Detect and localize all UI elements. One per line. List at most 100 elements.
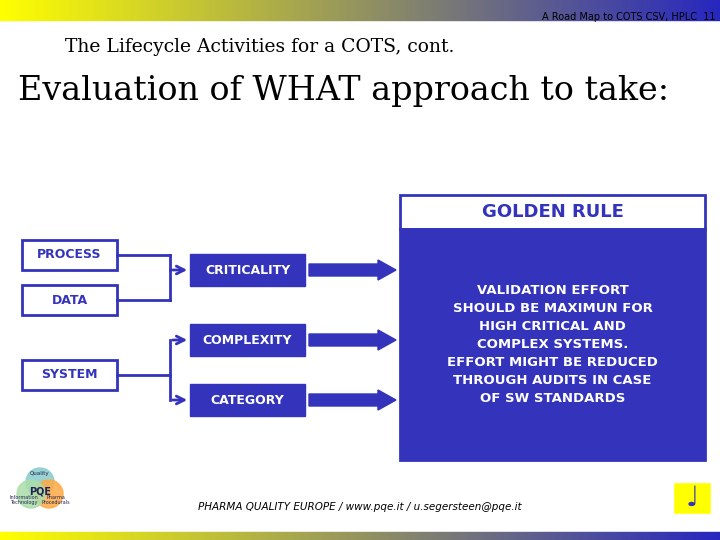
Bar: [526, 0, 528, 20]
Bar: [346, 532, 348, 540]
Bar: [132, 532, 135, 540]
Circle shape: [35, 480, 63, 508]
Bar: [405, 0, 408, 20]
Bar: [149, 0, 151, 20]
Text: COMPLEXITY: COMPLEXITY: [203, 334, 292, 347]
Bar: [271, 532, 274, 540]
Bar: [279, 0, 281, 20]
Bar: [65, 532, 67, 540]
Text: GOLDEN RULE: GOLDEN RULE: [482, 203, 624, 221]
Bar: [578, 0, 581, 20]
Bar: [293, 532, 295, 540]
Bar: [441, 532, 444, 540]
Bar: [513, 532, 516, 540]
Bar: [401, 0, 403, 20]
Bar: [540, 0, 542, 20]
Bar: [228, 532, 230, 540]
Bar: [531, 0, 533, 20]
Bar: [439, 0, 441, 20]
Circle shape: [17, 480, 45, 508]
Bar: [343, 0, 346, 20]
Bar: [358, 0, 360, 20]
Bar: [103, 532, 106, 540]
Bar: [549, 532, 552, 540]
Bar: [315, 532, 317, 540]
Bar: [639, 0, 641, 20]
Bar: [387, 0, 389, 20]
Bar: [225, 532, 228, 540]
Bar: [487, 532, 490, 540]
FancyBboxPatch shape: [190, 254, 305, 286]
Bar: [5, 0, 7, 20]
Bar: [351, 0, 353, 20]
Bar: [214, 0, 216, 20]
Bar: [149, 532, 151, 540]
Bar: [415, 532, 418, 540]
Bar: [144, 0, 146, 20]
Bar: [502, 0, 504, 20]
Bar: [142, 0, 144, 20]
Bar: [243, 0, 245, 20]
Bar: [667, 532, 670, 540]
Bar: [36, 532, 38, 540]
Bar: [387, 532, 389, 540]
Bar: [173, 532, 175, 540]
Bar: [711, 0, 713, 20]
Bar: [588, 532, 590, 540]
Bar: [665, 532, 667, 540]
Bar: [218, 0, 221, 20]
Bar: [63, 532, 65, 540]
Bar: [389, 532, 391, 540]
Bar: [65, 0, 67, 20]
Bar: [0, 0, 2, 20]
Bar: [132, 0, 135, 20]
Bar: [684, 532, 686, 540]
Bar: [552, 532, 554, 540]
Bar: [600, 0, 603, 20]
Bar: [288, 532, 290, 540]
Bar: [696, 532, 698, 540]
Bar: [94, 0, 96, 20]
Bar: [24, 532, 27, 540]
Bar: [482, 532, 485, 540]
Bar: [312, 532, 315, 540]
Bar: [624, 0, 626, 20]
Text: Evaluation of WHAT approach to take:: Evaluation of WHAT approach to take:: [18, 75, 669, 107]
Bar: [480, 532, 482, 540]
Bar: [72, 0, 74, 20]
Bar: [74, 0, 77, 20]
Bar: [127, 532, 130, 540]
Bar: [230, 0, 233, 20]
Bar: [204, 532, 207, 540]
Bar: [252, 532, 254, 540]
Bar: [163, 532, 166, 540]
Bar: [151, 0, 153, 20]
Bar: [454, 532, 456, 540]
Bar: [619, 532, 621, 540]
Bar: [528, 0, 531, 20]
Bar: [315, 0, 317, 20]
Bar: [605, 0, 607, 20]
Bar: [189, 532, 192, 540]
Bar: [571, 532, 574, 540]
Bar: [185, 532, 187, 540]
Bar: [214, 532, 216, 540]
Bar: [338, 532, 341, 540]
Bar: [511, 532, 513, 540]
Bar: [207, 0, 209, 20]
Bar: [475, 0, 477, 20]
Text: PROCESS: PROCESS: [37, 248, 102, 261]
Bar: [686, 0, 689, 20]
Bar: [58, 0, 60, 20]
Bar: [461, 532, 463, 540]
Bar: [492, 532, 495, 540]
Bar: [523, 0, 526, 20]
Bar: [574, 0, 576, 20]
Bar: [158, 532, 161, 540]
Bar: [367, 532, 369, 540]
Bar: [245, 532, 247, 540]
Bar: [490, 0, 492, 20]
Bar: [355, 0, 358, 20]
Bar: [106, 532, 108, 540]
Bar: [451, 0, 454, 20]
